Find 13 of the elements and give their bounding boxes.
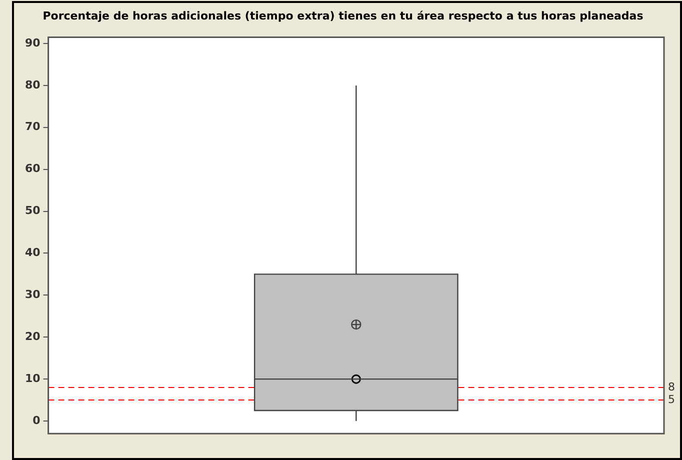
y-tick-label: 80	[24, 78, 41, 92]
y-tick-label: 90	[24, 36, 41, 50]
ref-line-label: 5	[668, 392, 675, 406]
y-tick-label: 20	[24, 330, 41, 343]
chart-title: Porcentaje de horas adicionales (tiempo extra) tienes en tu área respecto a tus horas planeadas	[42, 9, 644, 22]
y-tick-label: 50	[24, 204, 41, 218]
y-tick-label: 70	[24, 120, 41, 134]
y-tick-label: 40	[24, 246, 41, 260]
y-tick-label: 10	[24, 372, 41, 385]
y-tick-label: 30	[24, 288, 41, 302]
ref-line-label: 8	[668, 380, 675, 394]
y-tick-label: 60	[24, 162, 41, 176]
y-tick-label: 0	[32, 414, 41, 427]
